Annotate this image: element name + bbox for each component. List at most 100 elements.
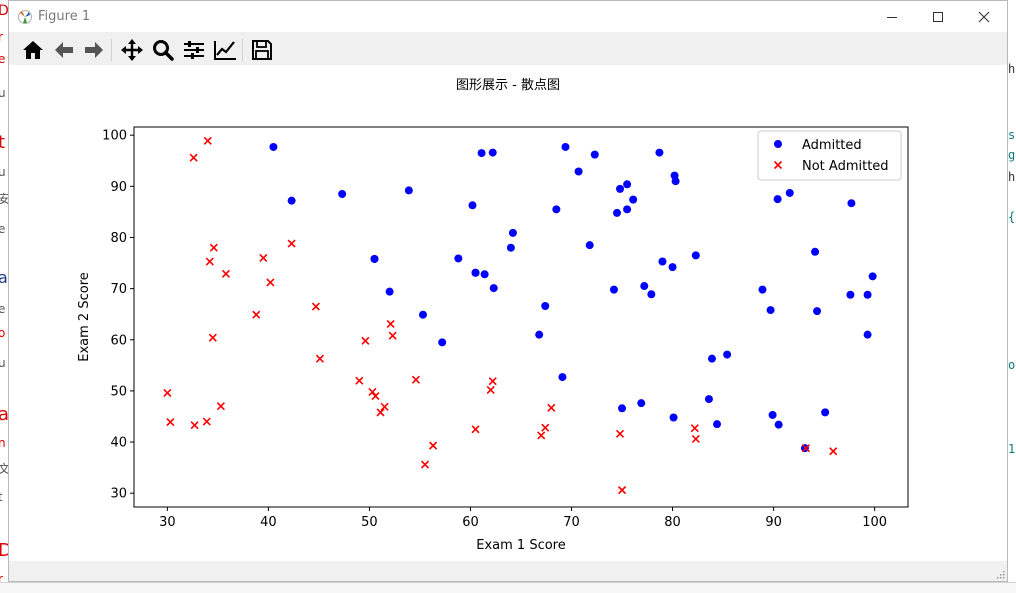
- admitted-point: [616, 184, 625, 193]
- subplots-button[interactable]: [181, 37, 207, 63]
- admitted-point: [454, 254, 463, 263]
- admitted-point: [766, 306, 775, 315]
- admitted-point: [477, 149, 486, 158]
- not-admitted-point: [429, 441, 438, 450]
- y-tick-label: 70: [110, 282, 127, 297]
- not-admitted-point: [252, 310, 261, 319]
- chart-title: 图形展示 - 散点图: [456, 78, 560, 93]
- legend-label-admitted: Admitted: [802, 138, 862, 153]
- not-admitted-point: [266, 278, 275, 287]
- close-button[interactable]: [961, 1, 1007, 32]
- axis-ticks: 30 40 50 60 70 80 90 100 30 40 50 60 70 80 90 100: [102, 129, 887, 530]
- plot-frame: [133, 126, 909, 508]
- admitted-point: [629, 195, 638, 204]
- not-admitted-point: [287, 239, 296, 248]
- y-tick-label: 30: [110, 487, 127, 502]
- legend-marker-admitted: [774, 140, 782, 148]
- not-admitted-point: [355, 376, 364, 385]
- admitted-point: [370, 254, 379, 263]
- admitted-point: [868, 272, 877, 281]
- maximize-button[interactable]: [915, 1, 961, 32]
- figure-canvas[interactable]: 图形展示 - 散点图 30 40 50 60 70 80 90 100 30 40 50 60 70 80…: [9, 65, 1007, 561]
- admitted-point: [846, 290, 855, 299]
- admitted-point: [691, 251, 700, 260]
- minimize-button[interactable]: [869, 1, 915, 32]
- admitted-point: [773, 195, 782, 204]
- admitted-point: [488, 148, 497, 157]
- not-admitted-point: [547, 403, 556, 412]
- pan-icon: [121, 39, 143, 61]
- legend-marker-not-admitted: [773, 160, 783, 170]
- admitted-point: [647, 290, 656, 299]
- not-admitted-point: [615, 429, 625, 438]
- not-admitted-point: [190, 421, 199, 430]
- admitted-point: [847, 199, 856, 208]
- data-points: [163, 136, 877, 495]
- admitted-point: [655, 148, 664, 157]
- customize-button[interactable]: [212, 37, 238, 63]
- not-admitted-point: [420, 460, 430, 469]
- not-admitted-point: [471, 425, 480, 434]
- admitted-point: [508, 228, 517, 237]
- forward-button[interactable]: [81, 37, 107, 63]
- y-tick-label: 90: [110, 180, 127, 195]
- pan-button[interactable]: [119, 37, 145, 63]
- forward-icon: [85, 42, 103, 58]
- maximize-icon: [933, 11, 943, 22]
- x-tick-label: 100: [862, 515, 887, 530]
- y-tick-label: 80: [110, 231, 127, 246]
- admitted-point: [658, 257, 667, 266]
- admitted-point: [813, 307, 822, 316]
- resize-grip-icon[interactable]: [995, 569, 1005, 579]
- x-tick-label: 30: [159, 515, 176, 530]
- not-admitted-point: [189, 153, 198, 162]
- admitted-point: [612, 208, 621, 217]
- back-icon: [55, 42, 73, 58]
- scatter-chart: 30 40 50 60 70 80 90 100 30 40 50 60 70 80 90 100 Exam …: [77, 126, 909, 553]
- admitted-point: [811, 247, 820, 256]
- admitted-point: [671, 177, 680, 186]
- not-admitted-point: [208, 333, 217, 342]
- admitted-point: [480, 270, 489, 279]
- admitted-point: [669, 413, 678, 422]
- not-admitted-point: [163, 388, 172, 398]
- home-button[interactable]: [20, 37, 46, 63]
- zoom-button[interactable]: [150, 37, 176, 63]
- back-button[interactable]: [51, 37, 77, 63]
- admitted-point: [618, 404, 627, 413]
- close-icon: [978, 11, 990, 22]
- admitted-point: [640, 282, 649, 291]
- x-tick-label: 40: [260, 515, 277, 530]
- not-admitted-point: [311, 302, 320, 311]
- not-admitted-point: [488, 377, 497, 386]
- legend-frame: [757, 130, 902, 181]
- navigation-toolbar: [9, 33, 1007, 65]
- admitted-point: [558, 373, 567, 382]
- background-editor-right: h s g h { o 1: [1008, 0, 1016, 592]
- title-bar[interactable]: Figure 1: [9, 1, 1007, 32]
- x-tick-label: 80: [664, 515, 681, 530]
- not-admitted-point: [259, 253, 268, 262]
- admitted-point: [468, 201, 477, 210]
- not-admitted-point: [166, 418, 175, 427]
- admitted-point: [623, 205, 632, 214]
- admitted-point: [758, 285, 767, 294]
- admitted-point: [541, 302, 550, 311]
- legend: Admitted Not Admitted: [757, 130, 902, 181]
- customize-icon: [214, 41, 236, 60]
- save-button[interactable]: [249, 37, 275, 63]
- admitted-point: [404, 186, 413, 195]
- admitted-point: [385, 287, 394, 296]
- not-admitted-point: [216, 402, 225, 411]
- admitted-point: [506, 243, 515, 252]
- admitted-point: [535, 330, 544, 339]
- admitted-point: [609, 285, 618, 294]
- admitted-point: [418, 310, 427, 319]
- admitted-point: [713, 420, 722, 429]
- legend-label-not-admitted: Not Admitted: [802, 159, 889, 174]
- not-admitted-point: [537, 431, 546, 440]
- admitted-point: [668, 263, 677, 272]
- subplots-icon: [184, 41, 204, 59]
- background-statusbar: [0, 582, 1016, 593]
- not-admitted-point: [388, 331, 397, 340]
